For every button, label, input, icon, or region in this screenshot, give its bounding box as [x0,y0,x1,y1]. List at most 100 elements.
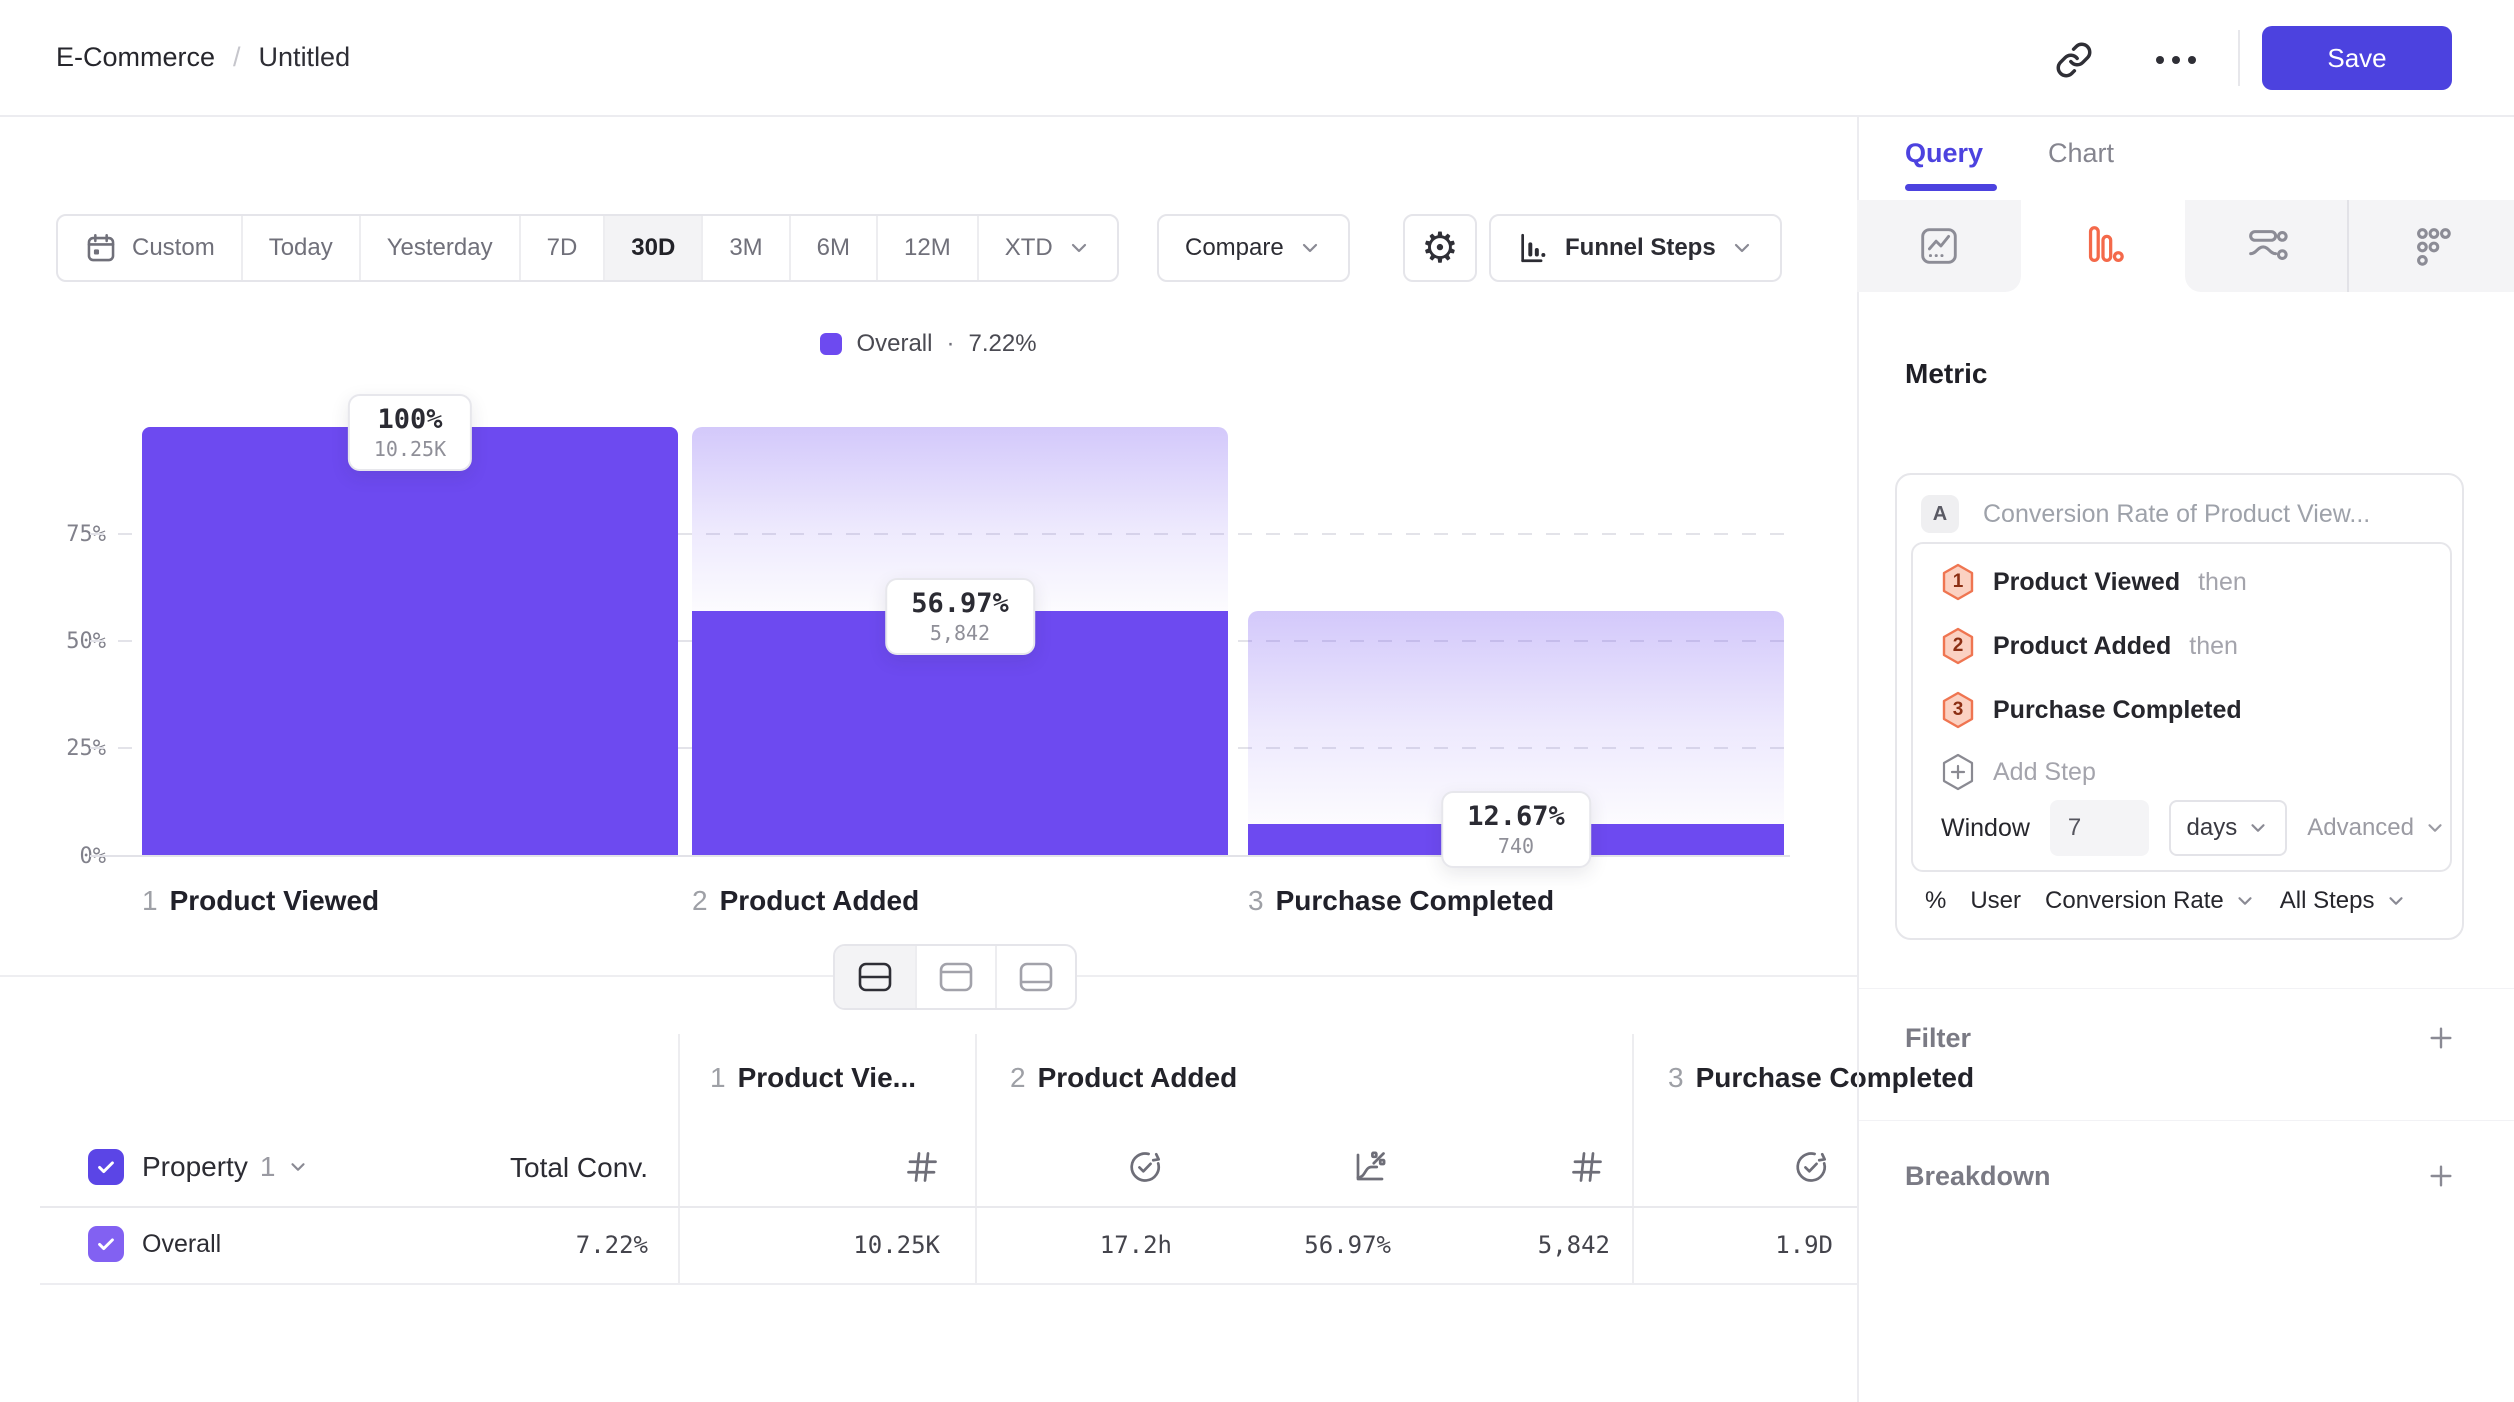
funnel-step-row-1[interactable]: 1 Product Viewed then [1941,560,2247,604]
measured-scope-dropdown[interactable]: All Steps [2280,887,2407,915]
range-7d[interactable]: 7D [518,216,604,280]
add-filter-button[interactable] [2425,1022,2457,1054]
x-label-step-1: 1 Product Viewed [142,885,379,917]
header-divider [2238,30,2240,86]
steps-card: 1 Product Viewed then 2 Product Added th… [1911,542,2452,872]
funnel-bar-step-2[interactable]: 56.97% 5,842 [692,427,1228,855]
group-number: 1 [710,1062,726,1093]
row-step2-time: 17.2h [1099,1231,1172,1259]
chart-legend[interactable]: Overall · 7.22% [0,330,1857,358]
add-step-label: Add Step [1993,757,2096,786]
breadcrumb-current[interactable]: Untitled [258,42,351,72]
avg-time-metric-icon[interactable] [1127,1149,1163,1185]
add-breakdown-button[interactable] [2425,1160,2457,1192]
save-button[interactable]: Save [2262,26,2452,90]
window-unit-dropdown[interactable]: days [2168,800,2288,856]
more-menu-button[interactable] [2148,38,2204,82]
step-1-number: 1 [1952,571,1964,592]
chart-type-retention-tab[interactable] [2349,200,2514,292]
breadcrumb: E-Commerce / Untitled [56,0,350,115]
window-value-input[interactable]: 7 [2049,800,2149,856]
range-3m-label: 3M [729,234,763,261]
group-name: Product Added [1037,1062,1238,1093]
table-column-divider [1632,1034,1634,1284]
range-xtd[interactable]: XTD [976,216,1117,280]
range-7d-label: 7D [546,234,578,261]
avg-time-metric-icon[interactable] [1793,1149,1829,1185]
tab-chart[interactable]: Chart [2048,138,2115,168]
funnel-bar-step-1[interactable]: 100% 10.25K [142,394,678,855]
step-number: 1 [142,885,158,916]
panel-section-divider [1859,1120,2514,1121]
chart-settings-button[interactable]: ⚙ [1403,214,1477,282]
compare-button[interactable]: Compare [1157,214,1350,282]
breakdown-heading: Breakdown [1905,1160,2051,1191]
bar-converted-step-3[interactable]: 12.67% 740 [1248,791,1784,869]
count-metric-icon[interactable] [904,1149,940,1185]
metric-title-row[interactable]: A Conversion Rate of Product View... [1921,495,2370,533]
breadcrumb-parent[interactable]: E-Commerce [56,42,216,72]
chart-view-button[interactable]: Funnel Steps [1489,214,1782,282]
bar-converted-step-1[interactable]: 100% 10.25K [142,394,678,855]
layout-table-only-button[interactable] [995,946,1075,1008]
panel-section-divider [1859,988,2514,989]
table-column-divider [975,1034,977,1284]
measured-metric-label: Conversion Rate [2045,887,2224,914]
select-all-checkbox[interactable] [88,1149,124,1185]
step-number: 3 [1248,885,1264,916]
range-30d-label: 30D [631,234,676,261]
range-30d-selected[interactable]: 30D [603,216,702,280]
add-step-row[interactable]: Add Step [1941,750,2096,794]
step-1-then: then [2198,567,2247,596]
range-yesterday[interactable]: Yesterday [358,216,519,280]
chart-type-funnel-tab-active[interactable] [2021,200,2185,292]
chevron-down-icon [1730,236,1754,260]
layout-split-view-button[interactable] [835,946,915,1008]
table-row-border [40,1283,1857,1285]
conversion-rate-metric-icon[interactable] [1352,1149,1388,1185]
chevron-down-icon [2385,890,2407,912]
bar-label-step-2: 56.97% 5,842 [885,578,1035,656]
row-step2-count: 5,842 [1537,1231,1610,1259]
total-conv-column-header[interactable]: Total Conv. [510,1152,648,1183]
count-metric-icon[interactable] [1569,1149,1605,1185]
share-link-button[interactable] [2052,38,2096,82]
flow-chart-icon [2243,223,2289,269]
step-3-name: Purchase Completed [1993,695,2242,724]
funnel-step-row-3[interactable]: 3 Purchase Completed [1941,688,2242,732]
funnel-chart-plot: 100% 10.25K 56.97% 5,842 12.67% 740 [90,394,1790,869]
row-checkbox[interactable] [88,1226,124,1262]
bar-converted-step-2[interactable]: 56.97% 5,842 [692,578,1228,855]
range-today[interactable]: Today [240,216,359,280]
panel-left-border [1857,117,1859,1402]
measured-metric-dropdown[interactable]: Conversion Rate [2045,887,2256,915]
range-12m[interactable]: 12M [876,216,977,280]
row-name[interactable]: Overall [142,1230,222,1258]
range-custom[interactable]: Custom [58,216,241,280]
dots-grid-icon [2409,223,2455,269]
row-step2-conv: 56.97% [1304,1231,1391,1259]
funnel-bar-step-3[interactable]: 12.67% 740 [1248,427,1784,869]
range-12m-label: 12M [904,234,951,261]
property-column-header[interactable]: Property 1 [142,1149,309,1185]
group-name: Product Vie... [737,1062,916,1093]
tab-query[interactable]: Query [1905,138,1984,168]
range-custom-label: Custom [132,234,215,261]
advanced-dropdown[interactable]: Advanced [2307,814,2446,842]
funnel-step-row-2[interactable]: 2 Product Added then [1941,624,2238,668]
chart-type-line-tab[interactable] [1857,200,2021,292]
range-3m[interactable]: 3M [701,216,788,280]
table-group-header-3: 3 Purchase Completed [1668,1062,1974,1094]
layout-chart-only-button[interactable] [915,946,995,1008]
chart-type-flow-tab[interactable] [2185,200,2349,292]
range-6m[interactable]: 6M [788,216,876,280]
measured-entity[interactable]: User [1970,887,2022,914]
filter-heading: Filter [1905,1022,1972,1053]
legend-series-value: 7.22% [968,330,1037,357]
funnel-chart-icon [2080,223,2126,269]
breakdown-section: Breakdown [1905,1154,2457,1198]
x-axis-baseline [90,855,1790,857]
bar-label-step-3: 12.67% 740 [1441,791,1591,869]
active-tab-underline [1905,184,1997,191]
bar-pct-step-2: 56.97% [911,588,1009,620]
